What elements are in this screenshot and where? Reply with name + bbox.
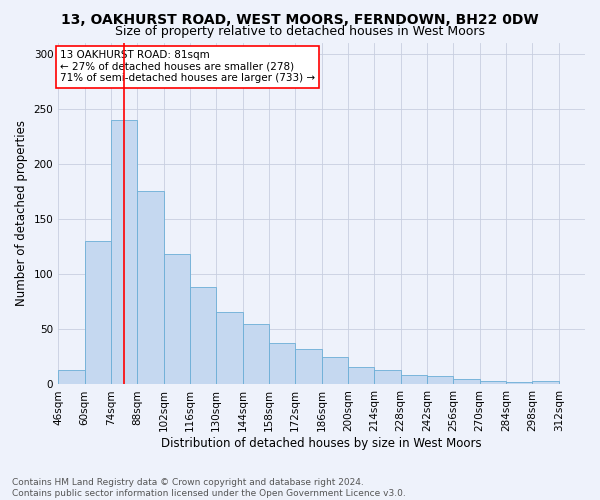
Bar: [479, 381, 506, 384]
Bar: [216, 312, 242, 384]
Bar: [401, 374, 427, 384]
Bar: [242, 324, 269, 384]
Bar: [269, 342, 295, 384]
Bar: [374, 370, 401, 384]
Bar: [322, 357, 348, 384]
Text: Contains HM Land Registry data © Crown copyright and database right 2024.
Contai: Contains HM Land Registry data © Crown c…: [12, 478, 406, 498]
Y-axis label: Number of detached properties: Number of detached properties: [15, 120, 28, 306]
Text: Size of property relative to detached houses in West Moors: Size of property relative to detached ho…: [115, 24, 485, 38]
Bar: [190, 288, 216, 384]
Bar: [58, 370, 85, 384]
Text: 13 OAKHURST ROAD: 81sqm
← 27% of detached houses are smaller (278)
71% of semi-d: 13 OAKHURST ROAD: 81sqm ← 27% of detache…: [60, 50, 315, 84]
Bar: [137, 192, 164, 384]
Bar: [348, 367, 374, 384]
X-axis label: Distribution of detached houses by size in West Moors: Distribution of detached houses by size …: [161, 437, 482, 450]
Bar: [453, 379, 479, 384]
Bar: [532, 381, 559, 384]
Bar: [164, 254, 190, 384]
Bar: [295, 349, 322, 384]
Text: 13, OAKHURST ROAD, WEST MOORS, FERNDOWN, BH22 0DW: 13, OAKHURST ROAD, WEST MOORS, FERNDOWN,…: [61, 12, 539, 26]
Bar: [111, 120, 137, 384]
Bar: [427, 376, 453, 384]
Bar: [506, 382, 532, 384]
Bar: [85, 241, 111, 384]
